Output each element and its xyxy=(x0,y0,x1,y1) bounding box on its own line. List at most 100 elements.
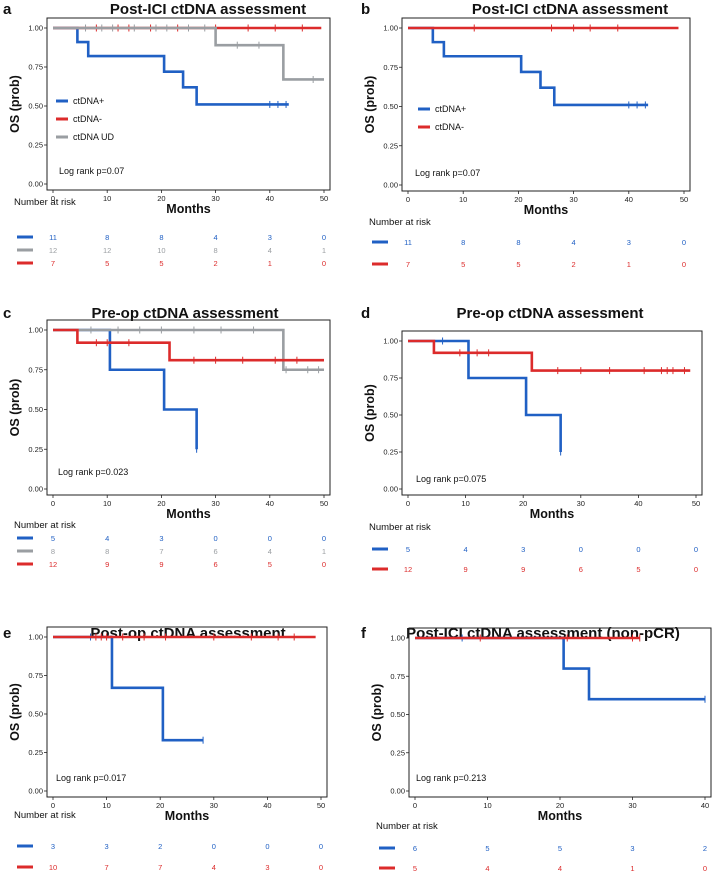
km-curve-ctdna- xyxy=(53,328,198,450)
risk-count: 5 xyxy=(516,260,520,269)
risk-count: 3 xyxy=(265,863,269,872)
x-tick-label: 40 xyxy=(625,195,633,204)
km-curve-ctdna- xyxy=(408,339,691,372)
x-axis-label: Months xyxy=(524,203,568,217)
y-tick-label: 0.00 xyxy=(28,485,43,494)
risk-count: 8 xyxy=(105,547,109,556)
risk-count: 0 xyxy=(636,545,640,554)
y-axis-label: OS (prob) xyxy=(8,683,22,741)
risk-count: 5 xyxy=(51,534,55,543)
chart-title: Pre-op ctDNA assessment xyxy=(91,305,278,322)
x-tick-label: 50 xyxy=(320,499,328,508)
risk-count: 6 xyxy=(579,565,583,574)
x-tick-label: 20 xyxy=(514,195,522,204)
y-tick-label: 1.00 xyxy=(390,634,405,643)
risk-count: 12 xyxy=(404,565,412,574)
risk-count: 8 xyxy=(51,547,55,556)
risk-count: 4 xyxy=(558,864,562,873)
km-curve-ctdna- xyxy=(408,26,649,107)
risk-count: 1 xyxy=(322,246,326,255)
risk-count: 5 xyxy=(461,260,465,269)
plot-frame xyxy=(401,17,691,192)
y-tick-label: 0.00 xyxy=(383,181,398,190)
log-rank-annotation: Log rank p=0.075 xyxy=(416,474,486,484)
x-tick-label: 50 xyxy=(680,195,688,204)
risk-count: 0 xyxy=(682,238,686,247)
risk-count: 11 xyxy=(49,233,57,242)
risk-count: 0 xyxy=(682,260,686,269)
x-axis-label: Months xyxy=(166,202,210,216)
y-axis-label: OS (prob) xyxy=(363,384,377,442)
chart-title: Pre-op ctDNA assessment xyxy=(456,305,643,322)
risk-count: 8 xyxy=(516,238,520,247)
risk-table-title: Number at risk xyxy=(14,810,76,821)
y-tick-label: 0.75 xyxy=(390,672,405,681)
y-tick-label: 0.25 xyxy=(28,445,43,454)
y-tick-label: 0.25 xyxy=(383,141,398,150)
x-tick-label: 10 xyxy=(102,801,110,810)
y-tick-label: 0.50 xyxy=(28,710,43,719)
risk-count: 6 xyxy=(214,547,218,556)
risk-count: 5 xyxy=(485,844,489,853)
x-tick-label: 20 xyxy=(156,801,164,810)
log-rank-annotation: Log rank p=0.023 xyxy=(58,467,128,477)
y-tick-label: 0.00 xyxy=(383,485,398,494)
risk-count: 0 xyxy=(265,842,269,851)
x-tick-label: 40 xyxy=(263,801,271,810)
chart-title: Post-op ctDNA assessment xyxy=(90,625,285,642)
log-rank-annotation: Log rank p=0.07 xyxy=(415,168,480,178)
x-tick-label: 40 xyxy=(266,194,274,203)
risk-table-title: Number at risk xyxy=(14,197,76,208)
risk-count: 7 xyxy=(51,259,55,268)
risk-count: 4 xyxy=(485,864,489,873)
x-tick-label: 20 xyxy=(157,499,165,508)
risk-count: 0 xyxy=(322,233,326,242)
y-tick-label: 0.50 xyxy=(383,411,398,420)
risk-count: 1 xyxy=(627,260,631,269)
y-tick-label: 0.75 xyxy=(383,374,398,383)
risk-count: 10 xyxy=(157,246,165,255)
km-curve-ctdna- xyxy=(53,328,324,362)
y-tick-label: 0.75 xyxy=(28,671,43,680)
risk-count: 11 xyxy=(404,238,412,247)
log-rank-annotation: Log rank p=0.07 xyxy=(59,166,124,176)
log-rank-annotation: Log rank p=0.017 xyxy=(56,773,126,783)
panel-a: a Post-ICI ctDNA assessment 0.00 0.25 0.50 0.… xyxy=(3,1,331,268)
panel-c: c Pre-op ctDNA assessment 0.00 0.25 0.50 0.75… xyxy=(3,305,331,569)
risk-count: 9 xyxy=(464,565,468,574)
risk-count: 7 xyxy=(406,260,410,269)
km-curve-ctdna- xyxy=(415,636,705,701)
y-axis-label: OS (prob) xyxy=(363,76,377,134)
risk-count: 4 xyxy=(464,545,468,554)
x-tick-label: 30 xyxy=(628,801,636,810)
x-tick-label: 30 xyxy=(211,499,219,508)
panel-label: e xyxy=(3,625,11,642)
x-tick-label: 0 xyxy=(406,499,410,508)
y-tick-label: 0.50 xyxy=(28,102,43,111)
x-tick-label: 50 xyxy=(317,801,325,810)
risk-count: 4 xyxy=(268,246,272,255)
x-tick-label: 10 xyxy=(103,194,111,203)
x-axis-label: Months xyxy=(530,507,574,521)
risk-count: 3 xyxy=(627,238,631,247)
legend-entry: ctDNA UD xyxy=(73,132,115,142)
y-tick-label: 0.50 xyxy=(390,710,405,719)
risk-count: 5 xyxy=(636,565,640,574)
panel-b: b Post-ICI ctDNA assessment 0.00 0.25 0.50 0.… xyxy=(361,1,691,269)
legend-entry: ctDNA+ xyxy=(435,104,466,114)
y-tick-label: 1.00 xyxy=(383,24,398,33)
y-tick-label: 1.00 xyxy=(28,633,43,642)
risk-count: 0 xyxy=(212,842,216,851)
y-tick-label: 0.00 xyxy=(28,180,43,189)
x-axis-label: Months xyxy=(166,507,210,521)
y-tick-label: 0.25 xyxy=(28,141,43,150)
risk-count: 0 xyxy=(268,534,272,543)
risk-count: 5 xyxy=(406,545,410,554)
risk-count: 12 xyxy=(49,246,57,255)
risk-count: 9 xyxy=(105,560,109,569)
y-tick-label: 0.25 xyxy=(390,748,405,757)
y-tick-label: 0.75 xyxy=(28,63,43,72)
risk-table-title: Number at risk xyxy=(369,217,431,228)
risk-count: 5 xyxy=(268,560,272,569)
risk-count: 4 xyxy=(214,233,218,242)
